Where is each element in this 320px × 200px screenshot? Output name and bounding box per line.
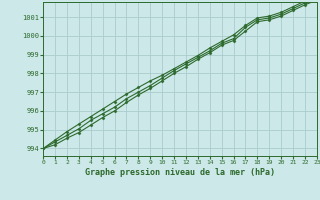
X-axis label: Graphe pression niveau de la mer (hPa): Graphe pression niveau de la mer (hPa) (85, 168, 275, 177)
